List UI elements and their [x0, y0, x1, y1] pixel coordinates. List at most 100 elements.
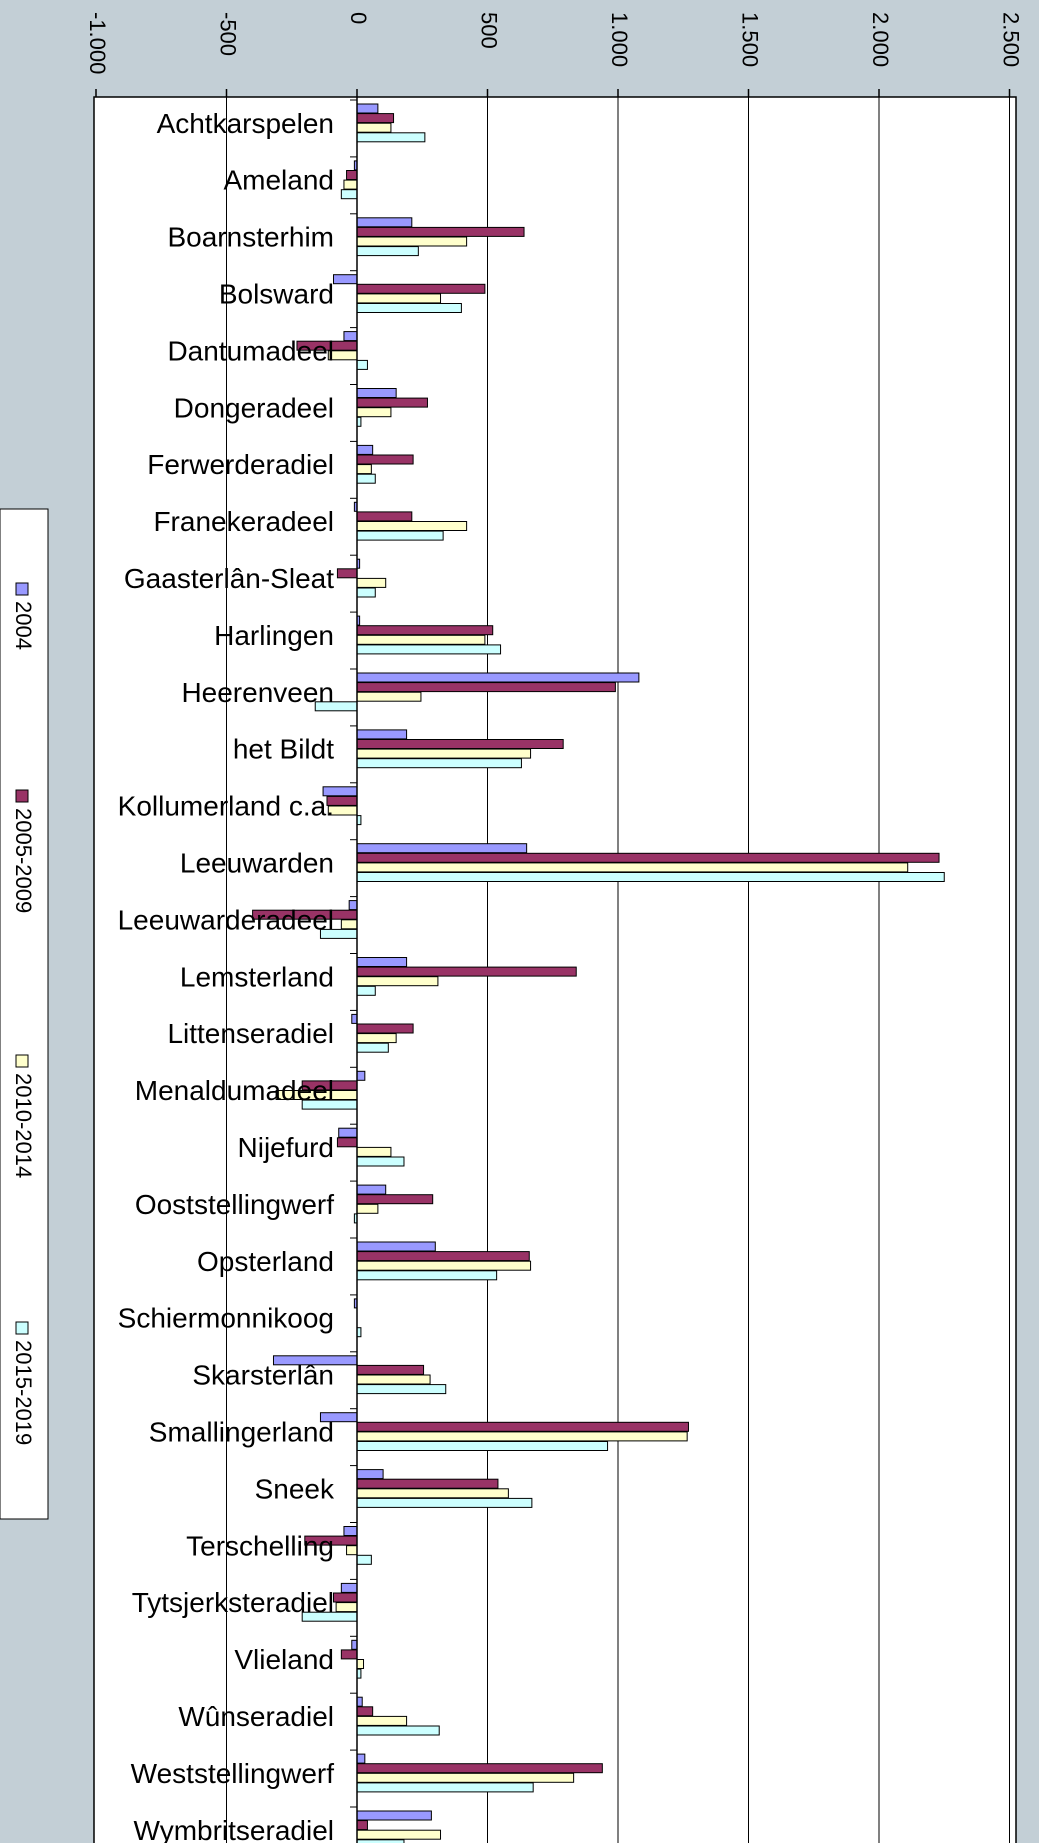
bar-leeuwarden-2010-2014 [356, 862, 909, 873]
bar-nijefurd-2005-2009 [336, 1137, 358, 1148]
value-axis: -1.000 -500 0 500 1.000 1.500 2.000 2.500 [85, 12, 1024, 1843]
bar-heerenveen-2010-2014 [356, 691, 422, 702]
bar-gaasterl-n-sleat-2005-2009 [336, 568, 358, 579]
tick-label: -500 [216, 12, 241, 56]
category-label: Tytsjerksteradiel [132, 1587, 334, 1618]
legend-box [0, 508, 49, 1520]
category-label: Leeuwarderadeel [118, 904, 334, 935]
bar-terschelling-2010-2014 [346, 1545, 358, 1556]
bar-achtkarspelen-2005-2009 [356, 113, 395, 124]
bar-weststellingwerf-2010-2014 [356, 1772, 575, 1783]
category-label: Littenseradiel [167, 1018, 334, 1049]
bar-het-bildt-2005-2009 [356, 739, 564, 749]
bar-heerenveen-2005-2009 [356, 682, 616, 693]
category-label: Franekeradeel [153, 506, 334, 537]
category-label: Gaasterlân-Sleat [124, 563, 334, 594]
bar-achtkarspelen-2015-2019 [356, 132, 426, 143]
bar-leeuwarden-2005-2009 [356, 852, 940, 863]
bar-nijefurd-2010-2014 [356, 1146, 392, 1157]
bar-ameland-2005-2009 [346, 170, 358, 180]
bar-ferwerderadiel-2005-2009 [356, 454, 414, 465]
bar-w-nseradiel-2005-2009 [356, 1706, 374, 1717]
bar-bolsward-2015-2019 [356, 303, 462, 313]
bar-skarsterl-n-2015-2019 [356, 1384, 447, 1395]
bar-w-nseradiel-2010-2014 [356, 1715, 408, 1726]
category-label: het Bildt [233, 734, 334, 765]
bar-harlingen-2005-2009 [356, 625, 494, 636]
tick-label: 0 [346, 12, 371, 24]
bar-opsterland-2005-2009 [356, 1251, 530, 1262]
bar-het-bildt-2004 [356, 729, 408, 740]
tick-label: 2.000 [868, 12, 893, 67]
category-label: Wûnseradiel [178, 1701, 334, 1732]
category-label: Bolsward [219, 279, 334, 310]
bar-dantumadeel-2015-2019 [356, 359, 368, 370]
bar-tytsjerksteradiel-2005-2009 [333, 1592, 358, 1603]
bar-wymbritseradiel-2004 [356, 1810, 432, 1821]
tick-label: -1.000 [85, 12, 110, 74]
bar-dongeradeel-2004 [356, 388, 397, 398]
bar-skarsterl-n-2010-2014 [356, 1374, 431, 1385]
category-label: Ferwerderadiel [147, 449, 334, 480]
legend-swatch [15, 582, 29, 596]
bar-weststellingwerf-2015-2019 [356, 1782, 534, 1793]
bar-ooststellingwerf-2010-2014 [356, 1203, 379, 1214]
bar-vlieland-2005-2009 [340, 1649, 358, 1660]
bar-lemsterland-2004 [356, 957, 408, 967]
bar-weststellingwerf-2005-2009 [356, 1763, 603, 1774]
category-label: Opsterland [197, 1246, 334, 1277]
bar-skarsterl-n-2005-2009 [356, 1364, 425, 1375]
bar-leeuwarden-2015-2019 [356, 872, 945, 882]
category-label: Schiermonnikoog [118, 1303, 334, 1334]
category-label: Nijefurd [238, 1132, 334, 1163]
bar-achtkarspelen-2010-2014 [356, 122, 392, 133]
legend-label: 2005-2009 [11, 808, 36, 913]
legend-swatch [15, 1054, 29, 1068]
bar-vlieland-2010-2014 [356, 1659, 365, 1669]
bar-ameland-2010-2014 [343, 179, 358, 190]
bar-wymbritseradiel-2015-2019 [356, 1839, 405, 1843]
category-label: Leeuwarden [180, 848, 334, 879]
bar-het-bildt-2015-2019 [356, 758, 522, 769]
category-label: Smallingerland [149, 1417, 334, 1448]
category-label: Achtkarspelen [157, 108, 334, 139]
bar-smallingerland-2005-2009 [356, 1421, 689, 1432]
legend-swatch [15, 1321, 29, 1335]
category-label: Lemsterland [180, 961, 334, 992]
bar-littenseradiel-2004 [351, 1013, 358, 1024]
bar-bolsward-2005-2009 [356, 283, 486, 294]
bar-ameland-2015-2019 [340, 189, 358, 200]
bar-boarnsterhim-2005-2009 [356, 226, 525, 237]
bar-boarnsterhim-2010-2014 [356, 236, 468, 247]
bar-boarnsterhim-2004 [356, 217, 413, 228]
category-label: Sneek [255, 1473, 335, 1504]
category-label: Skarsterlân [192, 1360, 334, 1391]
category-label: Vlieland [234, 1644, 334, 1675]
bar-littenseradiel-2010-2014 [356, 1033, 397, 1044]
bar-opsterland-2015-2019 [356, 1270, 498, 1281]
bar-harlingen-2010-2014 [356, 634, 486, 645]
bar-tytsjerksteradiel-2010-2014 [335, 1602, 358, 1613]
bar-nijefurd-2004 [338, 1127, 358, 1138]
bar-weststellingwerf-2004 [356, 1753, 366, 1764]
bar-opsterland-2004 [356, 1241, 436, 1252]
bar-smallingerland-2010-2014 [356, 1431, 688, 1442]
legend-label: 2010-2014 [11, 1073, 36, 1178]
bar-smallingerland-2015-2019 [356, 1441, 609, 1451]
bar-menaldumadeel-2004 [356, 1070, 366, 1081]
bar-franekeradeel-2005-2009 [356, 511, 413, 522]
bar-bolsward-2010-2014 [356, 293, 442, 304]
legend: 2004 2005-2009 2010-2014 2015-2019 [0, 508, 49, 1520]
bar-franekeradeel-2010-2014 [356, 521, 468, 531]
bar-lemsterland-2010-2014 [356, 976, 439, 987]
tick-label: 1.500 [738, 12, 763, 67]
bar-ferwerderadiel-2015-2019 [356, 473, 376, 484]
legend-label: 2004 [11, 601, 36, 650]
bar-ooststellingwerf-2004 [356, 1184, 387, 1195]
category-label: Menaldumadeel [135, 1075, 334, 1106]
category-label: Harlingen [214, 620, 334, 651]
category-label: Wymbritseradiel [134, 1815, 334, 1843]
bar-littenseradiel-2015-2019 [356, 1042, 389, 1053]
category-labels: Achtkarspelen Ameland Boarnsterhim Bolsward… [118, 108, 335, 1843]
category-label: Kollumerland c.a. [118, 791, 334, 822]
